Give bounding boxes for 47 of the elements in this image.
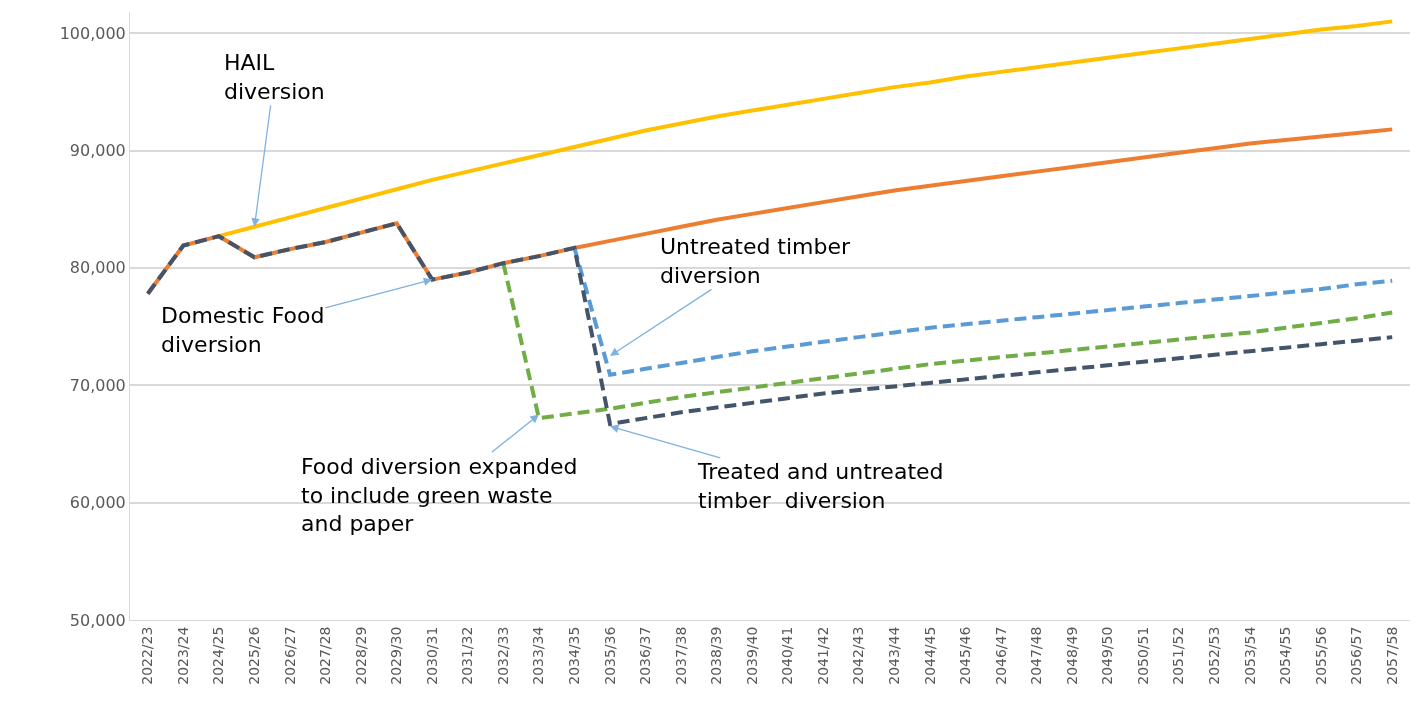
y-tick-label: 60,000 <box>69 493 126 513</box>
x-tick-label: 2029/30 <box>388 626 405 685</box>
x-tick-label: 2043/44 <box>885 626 902 685</box>
x-tick-label: 2035/36 <box>601 626 618 685</box>
x-tick-label: 2037/38 <box>672 626 689 685</box>
x-tick-label: 2036/37 <box>637 626 654 685</box>
x-tick-label: 2025/26 <box>245 626 262 685</box>
x-tick-label: 2028/29 <box>352 626 369 685</box>
x-tick-label: 2040/41 <box>779 626 796 685</box>
x-tick-label: 2053/54 <box>1241 626 1258 685</box>
x-tick-label: 2034/35 <box>565 626 582 685</box>
annotation: Treated and untreated timber diversion <box>697 459 944 513</box>
x-tick-label: 2031/32 <box>459 626 476 685</box>
annotation: HAIL diversion <box>224 50 325 104</box>
y-tick-label: 50,000 <box>69 610 126 630</box>
x-tick-label: 2054/55 <box>1277 626 1294 685</box>
y-tick-label: 90,000 <box>69 141 126 161</box>
x-tick-label: 2050/51 <box>1134 626 1151 685</box>
x-tick-label: 2022/23 <box>139 626 156 685</box>
annotation: Food diversion expanded to include green waste and paper <box>301 454 578 537</box>
x-tick-label: 2032/33 <box>494 626 511 685</box>
x-tick-label: 2044/45 <box>921 626 938 685</box>
x-tick-label: 2055/56 <box>1312 626 1329 685</box>
x-tick-label: 2042/43 <box>850 626 867 685</box>
x-tick-label: 2057/58 <box>1383 626 1400 685</box>
annotation: Domestic Food diversion <box>161 303 325 357</box>
x-tick-label: 2026/27 <box>281 626 298 685</box>
x-tick-label: 2038/39 <box>708 626 725 685</box>
x-tick-label: 2049/50 <box>1099 626 1116 685</box>
x-tick-label: 2052/53 <box>1205 626 1222 685</box>
x-tick-label: 2045/46 <box>957 626 974 685</box>
annotation: Untreated timber diversion <box>660 234 852 288</box>
x-tick-label: 2027/28 <box>317 626 334 685</box>
x-tick-label: 2033/34 <box>530 626 547 685</box>
x-tick-label: 2030/31 <box>423 626 440 685</box>
x-tick-label: 2041/42 <box>814 626 831 685</box>
x-tick-label: 2024/25 <box>210 626 227 685</box>
x-tick-label: 2047/48 <box>1028 626 1045 685</box>
x-tick-label: 2039/40 <box>743 626 760 685</box>
y-tick-label: 70,000 <box>69 375 126 395</box>
y-tick-label: 80,000 <box>69 258 126 278</box>
x-tick-label: 2023/24 <box>174 626 191 685</box>
x-tick-label: 2048/49 <box>1063 626 1080 685</box>
y-tick-label: 100,000 <box>59 23 126 43</box>
x-tick-label: 2051/52 <box>1170 626 1187 685</box>
x-tick-label: 2046/47 <box>992 626 1009 685</box>
x-tick-label: 2056/57 <box>1348 626 1365 685</box>
